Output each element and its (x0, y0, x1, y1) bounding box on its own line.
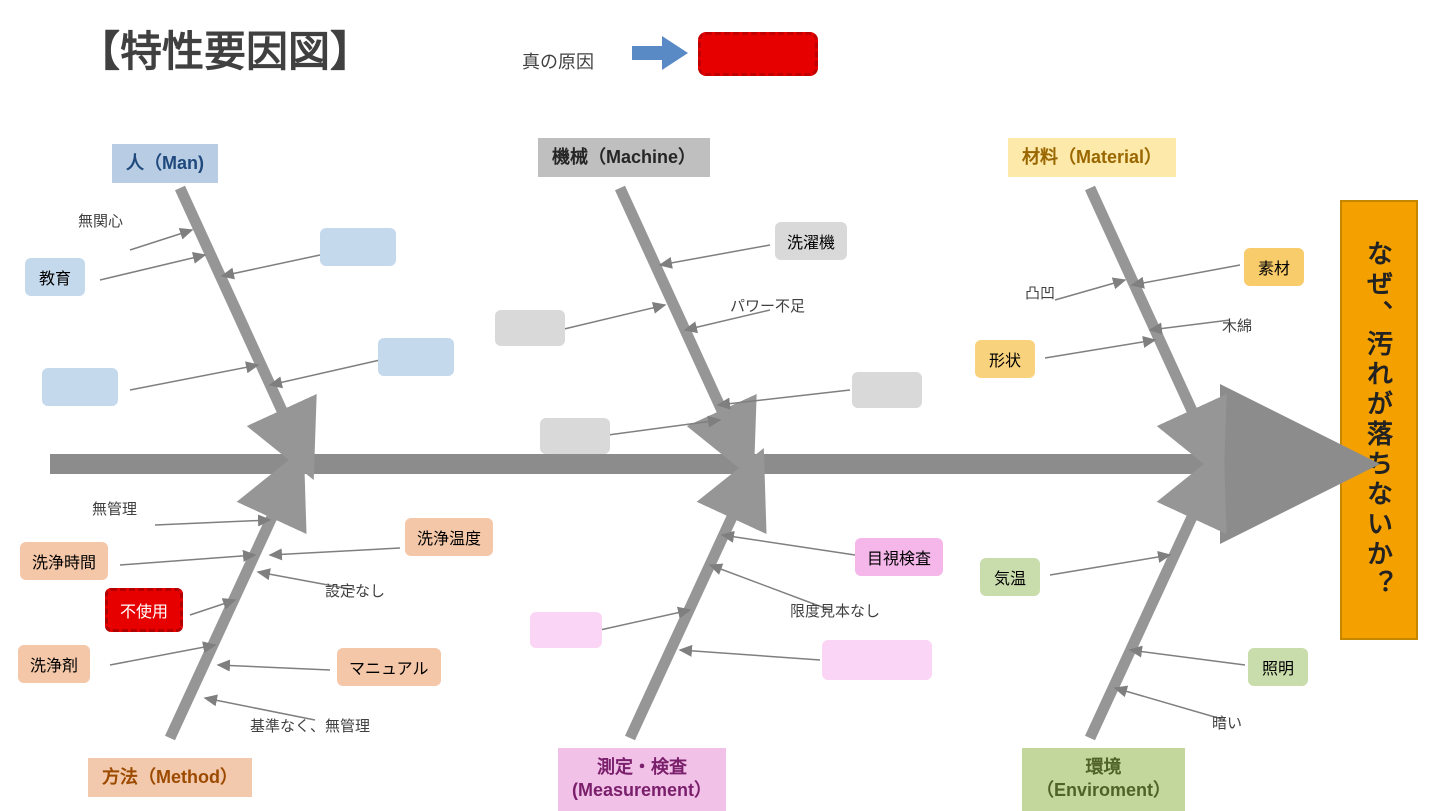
effect-box: なぜ、汚れが落ちないか？ (1340, 200, 1418, 640)
box-man-blank2 (42, 368, 118, 406)
category-environment: 環境 （Enviroment） (1022, 748, 1185, 811)
arrow (680, 650, 820, 660)
box-man-edu: 教育 (25, 258, 85, 296)
arrow (1150, 320, 1230, 330)
arrow (130, 230, 192, 250)
legend-arrow-icon (0, 0, 1436, 808)
arrow (270, 360, 380, 385)
arrow (600, 610, 690, 630)
bone-method (170, 478, 290, 738)
box-meas-visual: 目視検査 (855, 538, 943, 576)
box-env-temp: 気温 (980, 558, 1040, 596)
arrow (1115, 688, 1225, 720)
arrow (100, 255, 205, 280)
bone-material (1090, 188, 1210, 450)
legend-red-box (698, 32, 818, 76)
bone-environment (1090, 478, 1210, 738)
box-env-light: 照明 (1248, 648, 1308, 686)
arrow (1055, 280, 1125, 300)
arrow (722, 535, 855, 555)
sub-env-kurai: 暗い (1212, 712, 1242, 733)
box-man-blank3 (378, 338, 454, 376)
arrow (110, 645, 215, 665)
arrow (718, 390, 850, 405)
sub-material-momen: 木綿 (1222, 315, 1252, 336)
legend-label: 真の原因 (522, 48, 594, 74)
box-material-sozai: 素材 (1244, 248, 1304, 286)
box-machine-washer: 洗濯機 (775, 222, 847, 260)
category-man: 人（Man) (112, 144, 218, 183)
arrow (1045, 340, 1155, 358)
arrow (560, 305, 665, 330)
arrow (270, 548, 400, 555)
box-method-time: 洗浄時間 (20, 542, 108, 580)
category-machine: 機械（Machine） (538, 138, 710, 177)
box-machine-blank3 (540, 418, 610, 454)
arrow (1050, 555, 1170, 575)
box-method-temp: 洗浄温度 (405, 518, 493, 556)
diagram-title: 【特性要因図】 (78, 18, 372, 79)
box-method-notuse: 不使用 (105, 588, 183, 632)
box-meas-blank1 (530, 612, 602, 648)
sub-meas-gendo: 限度見本なし (790, 600, 880, 621)
arrow (222, 255, 320, 276)
arrow (1132, 265, 1240, 285)
sub-machine-power: パワー不足 (730, 295, 805, 316)
arrow (218, 665, 330, 670)
arrow (660, 245, 770, 265)
arrow (120, 555, 255, 565)
category-material: 材料（Material） (1008, 138, 1176, 177)
bone-man (180, 188, 300, 450)
category-measurement: 測定・検査 (Measurement） (558, 748, 726, 811)
box-machine-blank2 (852, 372, 922, 408)
sub-material-ou: 凸凹 (1025, 282, 1055, 303)
box-meas-blank2 (822, 640, 932, 680)
sub-method-mukanri: 無管理 (92, 498, 137, 519)
arrow (608, 420, 720, 435)
arrow (190, 600, 235, 615)
arrow (130, 365, 258, 390)
box-method-manual: マニュアル (337, 648, 441, 686)
bone-measurement (630, 478, 750, 738)
sub-man-mukanshin: 無関心 (78, 210, 123, 231)
bone-machine (620, 188, 740, 450)
sub-method-settei: 設定なし (325, 580, 385, 601)
sub-method-kijun: 基準なく、無管理 (250, 715, 370, 736)
category-method: 方法（Method） (88, 758, 252, 797)
box-man-blank1 (320, 228, 396, 266)
box-machine-blank1 (495, 310, 565, 346)
box-method-agent: 洗浄剤 (18, 645, 90, 683)
arrow (155, 520, 270, 525)
arrow (1130, 650, 1245, 665)
box-material-keijo: 形状 (975, 340, 1035, 378)
